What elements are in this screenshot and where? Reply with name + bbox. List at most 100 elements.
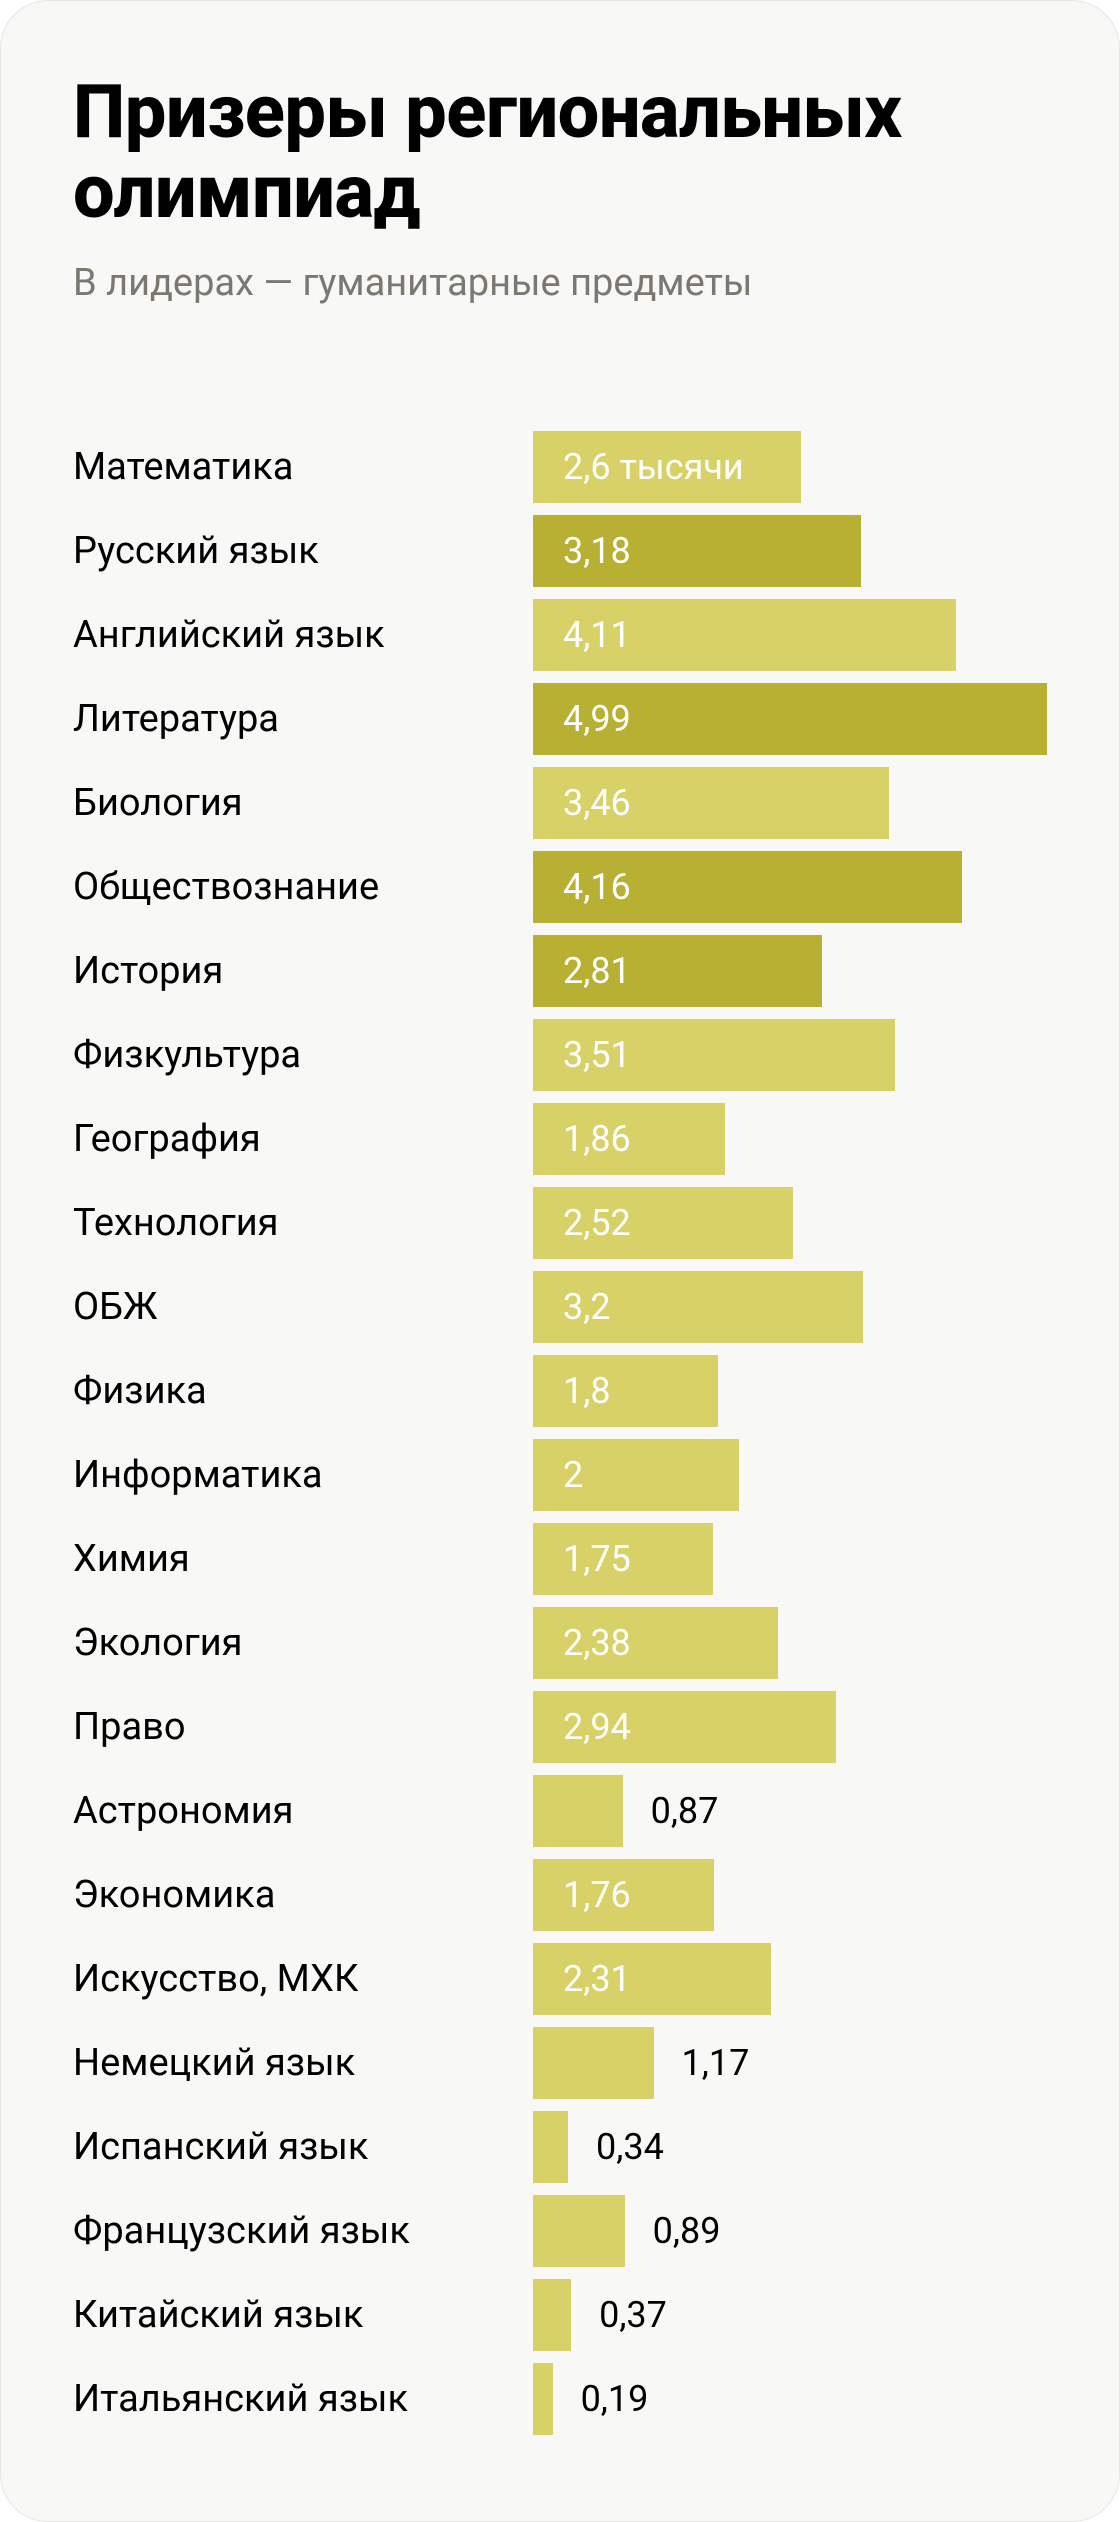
bar-track: 2,81 [533,935,1047,1007]
row-label: Китайский язык [73,2293,533,2337]
row-label: Информатика [73,1453,533,1497]
chart-row: Искусство, МХК 2,31 [73,1937,1047,2021]
bar-value: 1,17 [682,2042,750,2084]
chart-row: Английский язык 4,11 [73,593,1047,677]
row-label: ОБЖ [73,1285,533,1329]
chart-row: Экология2,38 [73,1601,1047,1685]
chart-row: Математика2,6 тысячи [73,425,1047,509]
bar-track: 4,99 [533,683,1047,755]
bar-value: 1,86 [563,1118,631,1160]
bar: 2,52 [533,1187,793,1259]
bar-track: 4,16 [533,851,1047,923]
bar-track: 3,2 [533,1271,1047,1343]
bar-track: 4,11 [533,599,1047,671]
bar-value: 0,19 [581,2378,649,2420]
bar-value: 1,75 [563,1538,631,1580]
bar-track: 1,86 [533,1103,1047,1175]
row-label: Биология [73,781,533,825]
chart-row: Право 2,94 [73,1685,1047,1769]
chart-subtitle: В лидерах — гуманитарные предметы [73,261,1047,305]
bar-value: 2,52 [563,1202,631,1244]
bar [533,2027,654,2099]
bar-value: 0,87 [651,1790,719,1832]
bar-track: 1,8 [533,1355,1047,1427]
bar: 4,11 [533,599,956,671]
chart-card: Призеры региональных олимпиад В лидерах … [0,0,1120,2522]
bar [533,2195,625,2267]
bar: 2,94 [533,1691,836,1763]
bar-value: 4,99 [563,698,631,740]
bar: 2,81 [533,935,822,1007]
bar-track: 0,87 [533,1775,1047,1847]
bar: 4,16 [533,851,962,923]
chart-row: Литература 4,99 [73,677,1047,761]
bar: 1,76 [533,1859,714,1931]
bar-track: 3,18 [533,515,1047,587]
row-label: Экономика [73,1873,533,1917]
bar-value: 2,31 [563,1958,631,2000]
chart-row: Физика 1,8 [73,1349,1047,1433]
bar-value: 1,8 [563,1370,611,1412]
bar-track: 0,89 [533,2195,1047,2267]
row-label: Литература [73,697,533,741]
chart-row: Немецкий язык1,17 [73,2021,1047,2105]
bar-value: 4,11 [563,614,631,656]
bar-value: 3,18 [563,530,631,572]
row-label: Английский язык [73,613,533,657]
bar: 1,86 [533,1103,725,1175]
row-label: География [73,1117,533,1161]
chart-row: Обществознание 4,16 [73,845,1047,929]
bar: 3,51 [533,1019,895,1091]
row-label: Итальянский язык [73,2377,533,2421]
bar-track: 2,31 [533,1943,1047,2015]
row-label: История [73,949,533,993]
bar-value: 3,51 [563,1034,631,1076]
bar: 4,99 [533,683,1047,755]
row-label: Математика [73,445,533,489]
bar-value: 1,76 [563,1874,631,1916]
chart-row: История 2,81 [73,929,1047,1013]
bar: 2,31 [533,1943,771,2015]
bar-track: 3,51 [533,1019,1047,1091]
chart-row: Французский язык0,89 [73,2189,1047,2273]
row-label: Искусство, МХК [73,1957,533,2001]
bar [533,1775,623,1847]
row-label: Технология [73,1201,533,1245]
chart-row: Биология3,46 [73,761,1047,845]
row-label: Экология [73,1621,533,1665]
bar-track: 0,19 [533,2363,1047,2435]
bar: 3,18 [533,515,861,587]
row-label: Химия [73,1537,533,1581]
chart-row: Китайский язык0,37 [73,2273,1047,2357]
bar-value: 0,34 [596,2126,664,2168]
row-label: Физика [73,1369,533,1413]
bar: 2,38 [533,1607,778,1679]
row-label: Физкультура [73,1033,533,1077]
bar-track: 2,94 [533,1691,1047,1763]
chart-row: География 1,86 [73,1097,1047,1181]
chart-row: Информатика 2 [73,1433,1047,1517]
bar-value: 2,94 [563,1706,631,1748]
bar: 2 [533,1439,739,1511]
bar-track: 2,6 тысячи [533,431,1047,503]
chart-row: Испанский язык0,34 [73,2105,1047,2189]
bar-track: 3,46 [533,767,1047,839]
bar-chart: Математика2,6 тысячиРусский язык3,18Англ… [73,425,1047,2441]
bar-track: 0,37 [533,2279,1047,2351]
row-label: Право [73,1705,533,1749]
bar-value: 2,81 [563,950,631,992]
chart-row: Русский язык3,18 [73,509,1047,593]
chart-row: Физкультура 3,51 [73,1013,1047,1097]
bar-track: 2,52 [533,1187,1047,1259]
chart-row: ОБЖ 3,2 [73,1265,1047,1349]
bar-track: 1,17 [533,2027,1047,2099]
row-label: Астрономия [73,1789,533,1833]
chart-title: Призеры региональных олимпиад [73,73,1047,233]
bar-value: 2 [563,1454,583,1496]
row-label: Обществознание [73,865,533,909]
bar: 1,75 [533,1523,713,1595]
chart-row: Химия 1,75 [73,1517,1047,1601]
bar-value: 4,16 [563,866,631,908]
bar-track: 1,75 [533,1523,1047,1595]
bar-value: 3,2 [563,1286,611,1328]
